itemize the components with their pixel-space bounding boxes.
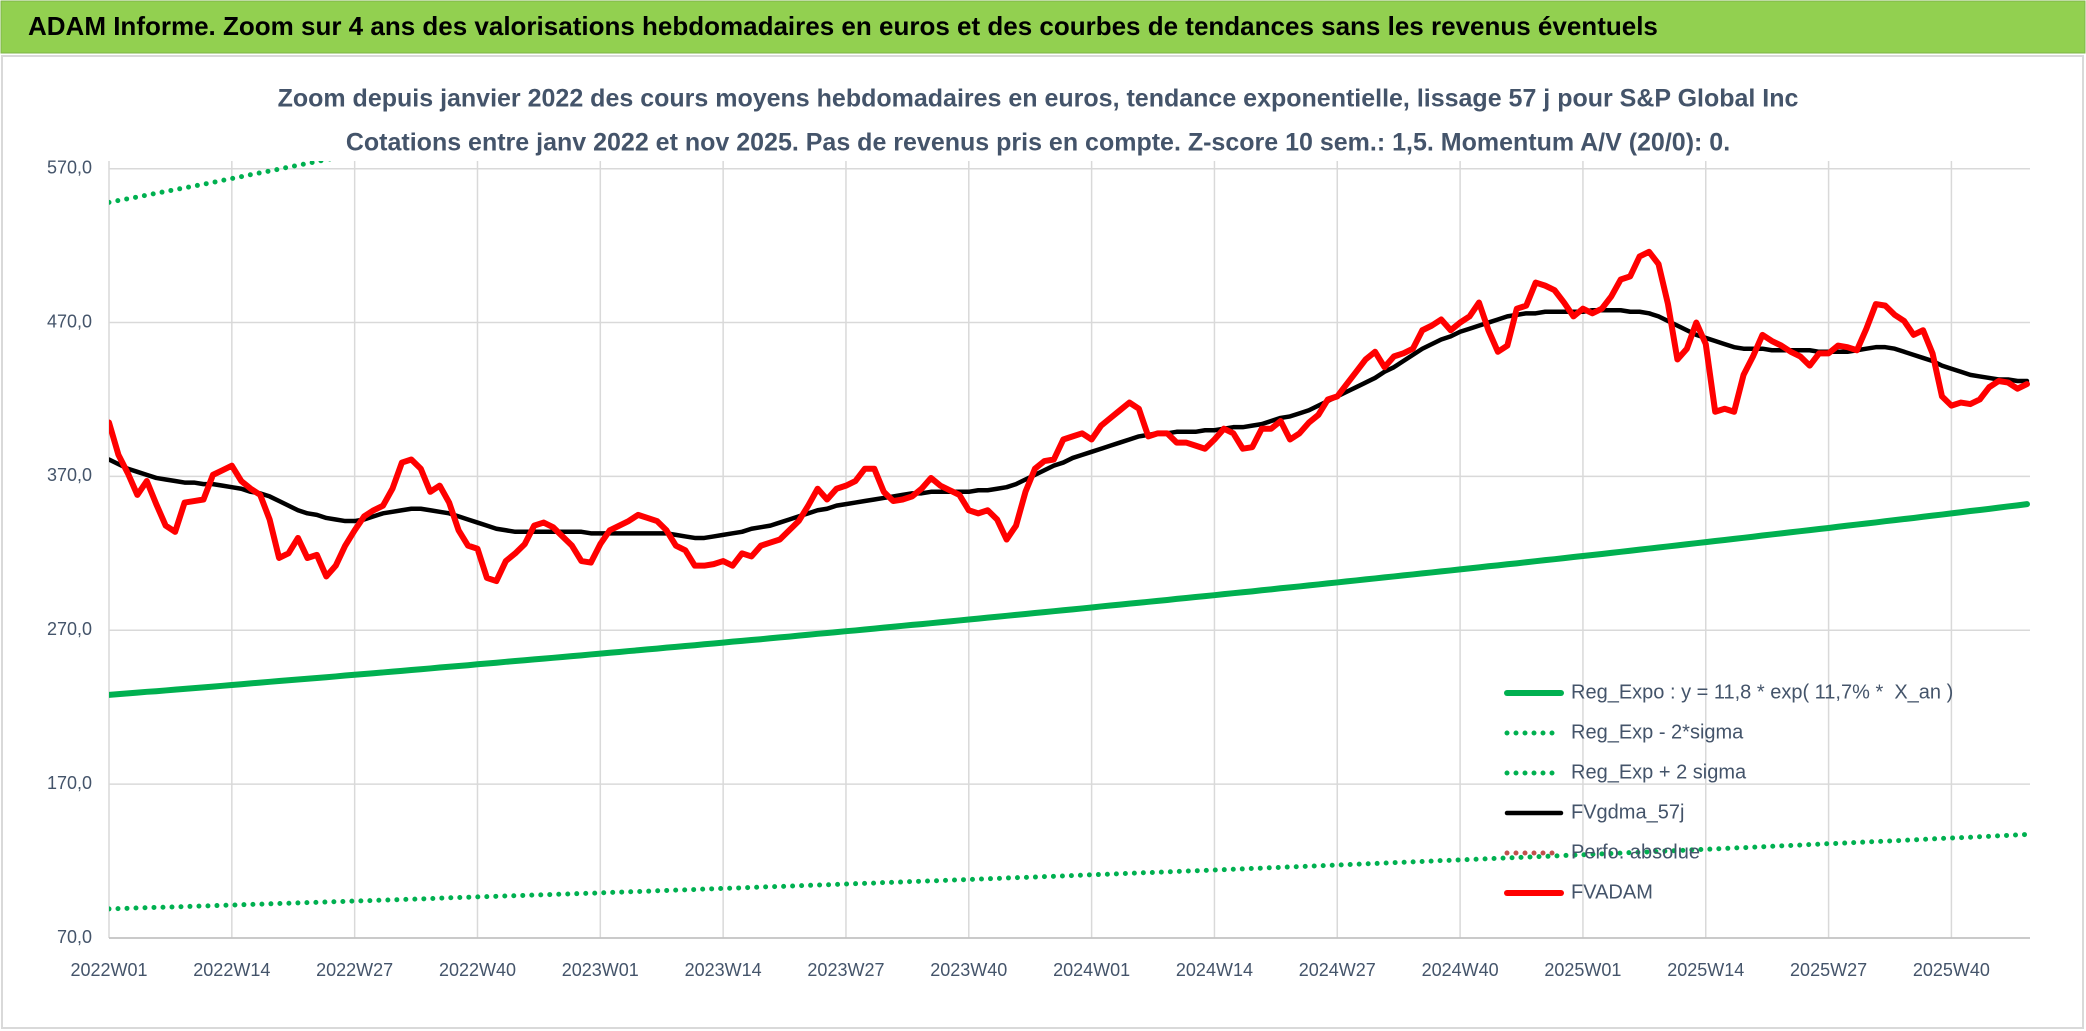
y-tick-label: 370,0 [47,465,92,485]
x-tick-label: 2023W40 [930,960,1007,980]
series-line [109,308,2030,541]
y-tick-label: 570,0 [47,157,92,177]
x-tick-label: 2023W14 [685,960,762,980]
x-tick-label: 2022W40 [439,960,516,980]
legend-label: Reg_Expo : y = 11,8 * exp( 11,7% * X_an … [1571,681,1953,703]
y-tick-label: 70,0 [57,927,92,947]
legend-label: FVgdma_57j [1571,801,1684,823]
legend-label: Perfo. absolue [1571,841,1700,863]
y-tick-label: 170,0 [47,773,92,793]
series-line [109,248,2030,585]
chart-title: Zoom depuis janvier 2022 des cours moyen… [278,85,1799,113]
series-line [109,501,2030,698]
chart-subtitle: Cotations entre janv 2022 et nov 2025. P… [346,129,1730,157]
legend-label: Reg_Exp - 2*sigma [1571,721,1744,743]
x-tick-label: 2023W01 [562,960,639,980]
x-tick-label: 2025W14 [1667,960,1744,980]
x-tick-label: 2024W14 [1176,960,1253,980]
y-tick-label: 270,0 [47,619,92,639]
chart-area [1,55,2084,1029]
x-tick-label: 2025W40 [1913,960,1990,980]
header-bar [0,0,2086,54]
x-tick-label: 2024W27 [1299,960,1376,980]
x-tick-label: 2025W27 [1790,960,1867,980]
x-tick-label: 2024W40 [1422,960,1499,980]
x-tick-label: 2022W01 [70,960,147,980]
legend-label: FVADAM [1571,881,1653,903]
x-tick-label: 2022W27 [316,960,393,980]
y-tick-label: 470,0 [47,311,92,331]
x-tick-label: 2023W27 [807,960,884,980]
x-tick-label: 2022W14 [193,960,270,980]
header-title: ADAM Informe. Zoom sur 4 ans des valoris… [28,11,1658,41]
x-tick-label: 2024W01 [1053,960,1130,980]
x-tick-label: 2025W01 [1544,960,1621,980]
plot [109,161,2030,912]
legend-label: Reg_Exp + 2 sigma [1571,761,1747,783]
